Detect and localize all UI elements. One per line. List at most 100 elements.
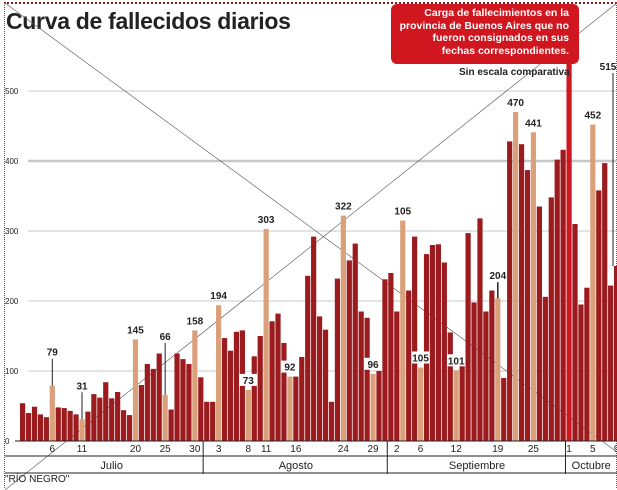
bar bbox=[109, 398, 115, 441]
x-tick-label: 5 bbox=[590, 444, 596, 455]
bar bbox=[204, 401, 210, 441]
bar bbox=[120, 410, 127, 441]
x-tick-label: 29 bbox=[367, 444, 379, 455]
y-tick-label: 400 bbox=[5, 157, 19, 166]
x-tick-label: 9 bbox=[614, 444, 617, 455]
bar bbox=[322, 329, 329, 441]
bar bbox=[340, 215, 346, 441]
x-tick-label: 8 bbox=[246, 444, 252, 455]
bar bbox=[501, 378, 507, 441]
bar bbox=[465, 233, 471, 441]
value-label: 452 bbox=[584, 111, 601, 122]
bar bbox=[210, 401, 216, 441]
bar bbox=[162, 394, 168, 441]
bar bbox=[251, 356, 257, 441]
bar bbox=[578, 304, 584, 441]
bar bbox=[364, 317, 370, 441]
bar bbox=[31, 406, 38, 441]
value-label: 101 bbox=[448, 356, 465, 367]
bar bbox=[435, 244, 441, 441]
bar bbox=[245, 389, 251, 441]
bar bbox=[536, 206, 542, 441]
bar bbox=[614, 266, 617, 441]
x-tick-label: 2 bbox=[394, 444, 400, 455]
bar bbox=[275, 313, 281, 441]
y-tick-label: 0 bbox=[5, 437, 10, 446]
bar bbox=[477, 218, 483, 441]
label-bg bbox=[280, 360, 299, 373]
bar bbox=[287, 376, 293, 441]
bar bbox=[49, 385, 55, 441]
bar bbox=[269, 321, 275, 441]
y-tick-label: 300 bbox=[5, 227, 19, 236]
bar bbox=[590, 124, 596, 441]
bar bbox=[608, 285, 614, 441]
value-label: 79 bbox=[47, 348, 59, 359]
bar bbox=[489, 290, 495, 441]
bar bbox=[495, 298, 501, 441]
x-tick-label: 25 bbox=[528, 444, 540, 455]
bar bbox=[79, 419, 85, 441]
bar bbox=[233, 331, 240, 441]
bar bbox=[429, 245, 436, 441]
bar bbox=[548, 197, 554, 441]
bar bbox=[483, 311, 489, 441]
label-bg bbox=[239, 373, 258, 386]
value-label: 145 bbox=[127, 326, 144, 337]
value-label: 322 bbox=[335, 202, 352, 213]
value-label: 31 bbox=[76, 381, 88, 392]
bar bbox=[596, 190, 602, 441]
bar bbox=[150, 368, 156, 441]
x-tick-label: 16 bbox=[290, 444, 302, 455]
value-label: 441 bbox=[525, 118, 542, 129]
value-label: 92 bbox=[284, 363, 296, 374]
bar bbox=[530, 132, 537, 442]
bar bbox=[572, 224, 578, 441]
value-label: 303 bbox=[258, 215, 275, 226]
value-label: 515 bbox=[600, 62, 617, 73]
bar bbox=[317, 316, 323, 441]
x-tick-label: 19 bbox=[492, 444, 504, 455]
bar bbox=[352, 243, 358, 441]
value-label: 73 bbox=[243, 376, 255, 387]
bar bbox=[174, 353, 180, 441]
bar bbox=[382, 279, 388, 441]
bar bbox=[85, 411, 91, 441]
month-label: Julio bbox=[100, 460, 123, 472]
month-label: Octubre bbox=[572, 460, 611, 472]
label-bg bbox=[411, 351, 430, 364]
bar bbox=[216, 305, 222, 441]
bars bbox=[20, 60, 617, 442]
bar bbox=[370, 373, 376, 441]
bar bbox=[186, 364, 192, 441]
y-tick-label: 200 bbox=[5, 297, 19, 306]
x-tick-label: 24 bbox=[338, 444, 350, 455]
source-credit: "RÍO NEGRO" bbox=[5, 474, 70, 485]
bar bbox=[441, 262, 447, 441]
bar bbox=[453, 370, 459, 441]
bar bbox=[61, 408, 67, 441]
value-label: 158 bbox=[187, 316, 204, 327]
bar bbox=[584, 287, 590, 441]
bar bbox=[257, 336, 263, 441]
bar bbox=[328, 401, 335, 441]
bar bbox=[554, 159, 560, 441]
value-label: 194 bbox=[210, 291, 227, 302]
x-tick-label: 6 bbox=[50, 444, 56, 455]
bar bbox=[400, 220, 406, 441]
y-axis-labels: 0 100 200 300 400 500 bbox=[5, 87, 19, 446]
label-bg bbox=[364, 357, 383, 370]
bar bbox=[305, 275, 311, 441]
value-label: 105 bbox=[412, 354, 429, 365]
bar bbox=[227, 350, 234, 441]
y-tick-label: 100 bbox=[5, 367, 19, 376]
bar bbox=[115, 392, 121, 441]
bar bbox=[388, 273, 394, 441]
grid-lines bbox=[28, 90, 617, 372]
x-tick-label: 1 bbox=[566, 444, 572, 455]
bar bbox=[376, 371, 382, 441]
bar bbox=[73, 414, 79, 441]
bar bbox=[447, 332, 453, 441]
bar bbox=[221, 338, 228, 441]
